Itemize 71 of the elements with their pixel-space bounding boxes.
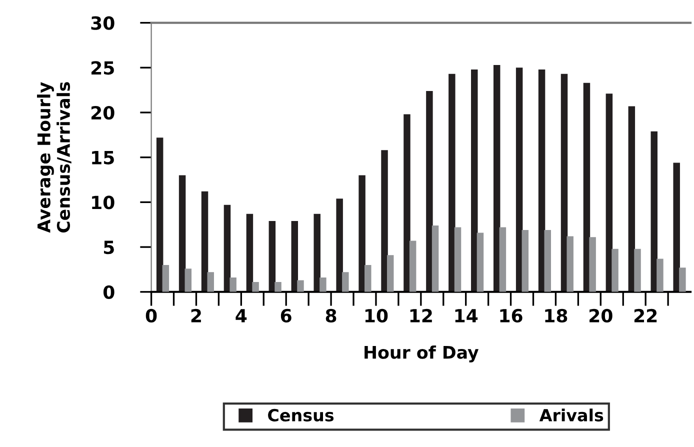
- x-tick-label: 12: [410, 308, 432, 322]
- bar: [207, 272, 214, 292]
- y-tick-label: 20: [91, 106, 114, 120]
- legend-label: Census: [268, 408, 334, 422]
- y-tick-label: 15: [92, 151, 114, 164]
- bar: [291, 221, 298, 292]
- bar: [454, 227, 462, 292]
- bar: [342, 272, 349, 292]
- x-tick-label: 4: [236, 309, 247, 322]
- bar: [274, 282, 282, 292]
- x-tick-label: 14: [455, 309, 478, 322]
- bar: [381, 150, 388, 292]
- y-axis-title: Average Hourly Census/Arrivals: [37, 82, 72, 233]
- bar: [386, 255, 394, 292]
- bar: [493, 64, 500, 292]
- bar: [404, 114, 410, 292]
- x-tick-label: 10: [365, 308, 388, 323]
- bar: [566, 236, 574, 292]
- bar: [650, 131, 658, 292]
- x-axis-title: Hour of Day: [364, 345, 479, 362]
- bar: [471, 69, 478, 292]
- bar: [589, 237, 596, 292]
- bar: [476, 232, 484, 292]
- bar: [268, 221, 276, 292]
- legend-label: Arivals: [539, 408, 604, 422]
- y-tick-label: 30: [91, 16, 114, 30]
- bar: [426, 90, 433, 292]
- bar: [673, 162, 680, 292]
- x-tick-label: 0: [146, 308, 157, 323]
- bar: [634, 248, 641, 292]
- bar: [320, 278, 326, 292]
- bar: [612, 248, 618, 292]
- y-tick-label: 25: [91, 61, 114, 75]
- bar: [538, 69, 546, 292]
- bar: [201, 191, 208, 292]
- bar: [583, 82, 590, 292]
- bar: [336, 198, 343, 292]
- x-tick-label: 20: [590, 308, 612, 323]
- bar: [156, 138, 164, 292]
- y-tick-label: 0: [103, 285, 114, 300]
- bar: [628, 106, 636, 292]
- bar: [230, 278, 236, 292]
- bar: [679, 268, 686, 292]
- bar: [499, 227, 506, 292]
- y-tick-label: 5: [104, 240, 114, 254]
- bar: [516, 68, 523, 292]
- y-tick-label: 10: [92, 196, 114, 210]
- bar: [358, 175, 366, 292]
- bar: [314, 214, 320, 292]
- bar: [252, 282, 259, 292]
- x-tick-label: 16: [500, 308, 522, 323]
- bar: [448, 74, 456, 292]
- bar: [178, 175, 186, 292]
- x-tick-label: 18: [545, 308, 568, 323]
- bar: [162, 264, 170, 292]
- bar: [364, 264, 372, 292]
- x-tick-label: 22: [634, 308, 657, 322]
- x-tick-label: 8: [326, 308, 336, 323]
- x-tick-label: 6: [280, 308, 292, 323]
- bar: [544, 230, 551, 292]
- bar: [432, 226, 439, 292]
- bar: [409, 240, 416, 292]
- bar: [560, 74, 568, 292]
- bar: [224, 204, 231, 292]
- bar: [656, 258, 664, 292]
- bar: [184, 268, 192, 292]
- bar: [522, 230, 529, 292]
- bar: [297, 280, 304, 292]
- bar: [606, 94, 613, 292]
- bar: [246, 214, 254, 292]
- x-tick-label: 2: [191, 308, 201, 322]
